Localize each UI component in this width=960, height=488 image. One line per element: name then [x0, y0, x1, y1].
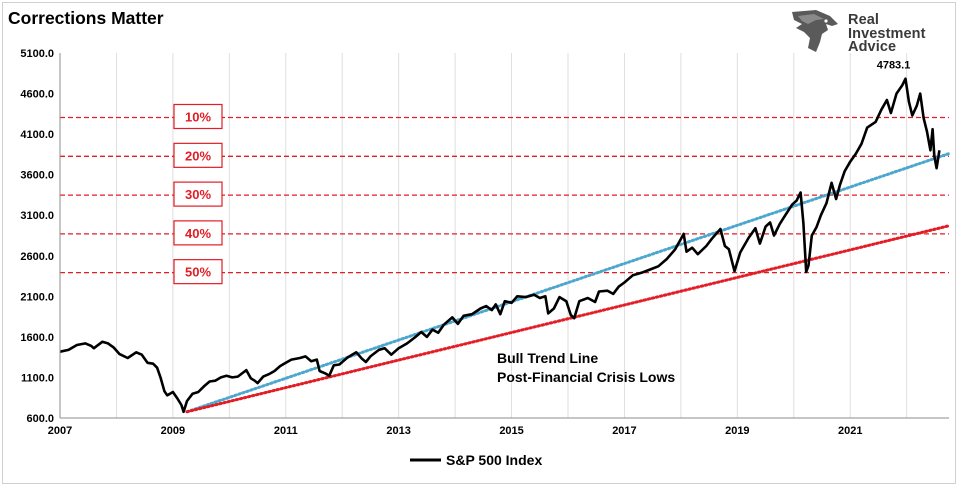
peak-value-label: 4783.1	[877, 60, 911, 72]
eagle-logo-icon	[792, 10, 838, 52]
chart-title: Corrections Matter	[8, 8, 164, 28]
axis-layer: 600.0 1100.0 1600.0 2100.0 2600.0 3100.0 3600.…	[20, 48, 949, 437]
correction-label-box	[173, 220, 223, 246]
series-layer	[59, 77, 941, 414]
annotation-bull-trend: Bull Trend Line	[497, 350, 598, 366]
correction-label-box	[173, 259, 223, 285]
legend-label: S&P 500 Index	[446, 452, 542, 468]
correction-label-box	[173, 103, 223, 130]
post-crisis-lows-line	[185, 224, 951, 414]
brand-name: Real Investment Advice	[848, 12, 926, 55]
y-tick-label: 3100.0	[20, 210, 54, 222]
correction-label: 30%	[185, 187, 211, 202]
brand-line-3: Advice	[848, 39, 897, 55]
y-tick-label: 2600.0	[20, 251, 54, 263]
annotation-post-crisis: Post-Financial Crisis Lows	[497, 369, 675, 385]
x-tick-label: 2009	[161, 425, 185, 437]
y-tick-label: 4100.0	[20, 129, 54, 141]
correction-label: 20%	[185, 148, 211, 163]
brand-line-1: Real	[848, 12, 880, 28]
x-tick-label: 2015	[499, 425, 523, 437]
x-tick-label: 2017	[612, 425, 636, 437]
y-tick-label: 4600.0	[20, 89, 54, 101]
correction-label: 50%	[185, 265, 211, 280]
x-tick-label: 2021	[838, 425, 862, 437]
x-tick-label: 2011	[274, 425, 298, 437]
y-tick-label: 600.0	[26, 413, 54, 425]
bull-trend-line	[185, 152, 951, 414]
x-tick-label: 2013	[386, 425, 410, 437]
correction-label: 40%	[185, 226, 211, 241]
y-tick-label: 2100.0	[20, 291, 54, 303]
brand-logo: Real Investment Advice	[786, 8, 946, 54]
brand-line-2: Investment	[848, 25, 926, 42]
legend: S&P 500 Index	[410, 452, 542, 468]
sp500-line	[59, 77, 941, 414]
correction-label-box	[173, 142, 223, 168]
x-tick-label: 2019	[725, 425, 749, 437]
x-tick-label: 2007	[48, 425, 72, 437]
correction-label-box	[173, 181, 223, 207]
y-tick-label: 3600.0	[20, 170, 54, 182]
y-tick-label: 1600.0	[20, 332, 54, 344]
trend-lines-layer	[185, 152, 951, 414]
label-layer: 10% 20% 30% 40% 50% 4783.1	[173, 60, 911, 285]
y-tick-label: 5100.0	[20, 48, 54, 60]
y-tick-label: 1100.0	[21, 372, 54, 384]
grid-layer	[115, 53, 908, 418]
correction-label: 10%	[185, 109, 211, 124]
